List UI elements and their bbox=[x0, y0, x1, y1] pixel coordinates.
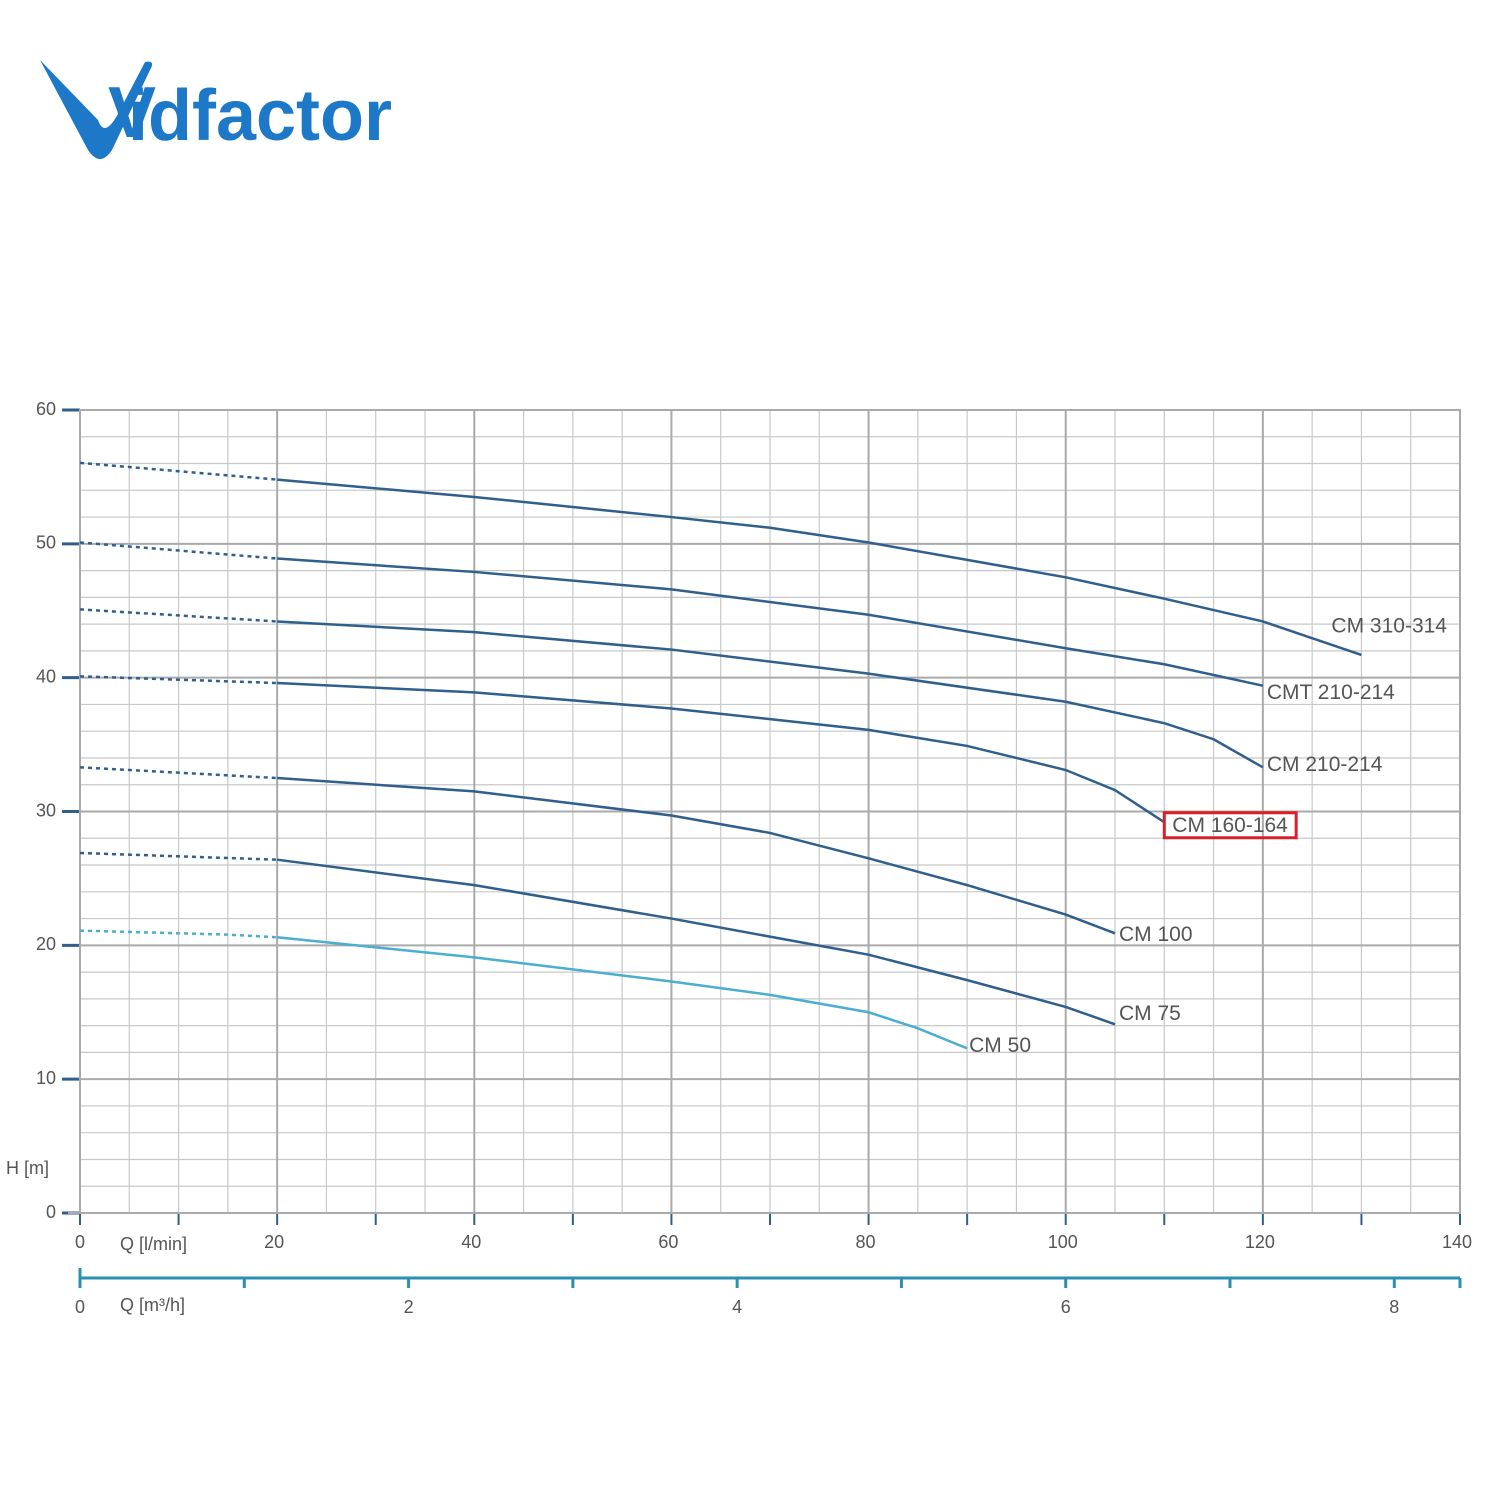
series-label: CM 50 bbox=[969, 1034, 1031, 1057]
curve bbox=[277, 478, 1362, 657]
curve bbox=[277, 620, 1264, 769]
curve bbox=[277, 776, 1116, 935]
series-label: CM 75 bbox=[1119, 1002, 1181, 1025]
series-label: CM 310-314 bbox=[1331, 614, 1447, 637]
x2-axis-label: Q [m³/h] bbox=[120, 1295, 185, 1315]
x2-tick-label: 8 bbox=[1389, 1297, 1399, 1317]
curve-extrapolated bbox=[79, 608, 278, 623]
x-tick-label: 100 bbox=[1048, 1232, 1078, 1252]
x-tick-label: 140 bbox=[1442, 1232, 1472, 1252]
highlight-box bbox=[1162, 811, 1298, 840]
y-tick-label: 30 bbox=[36, 800, 56, 820]
x-tick-label: 20 bbox=[264, 1232, 284, 1252]
y-axis-label: H [m] bbox=[6, 1158, 49, 1178]
x-tick-label: 0 bbox=[75, 1232, 85, 1252]
series-label: CM 210-214 bbox=[1267, 753, 1383, 776]
logo-mark: V bbox=[108, 73, 156, 153]
logo: V idfactor bbox=[40, 60, 392, 159]
curve-extrapolated bbox=[79, 675, 278, 685]
logo-bird bbox=[40, 60, 153, 159]
logo-text: idfactor bbox=[128, 76, 392, 156]
y-tick-label: 60 bbox=[36, 399, 56, 419]
series-label: CM 160-164 bbox=[1172, 814, 1288, 837]
x-tick-label: 120 bbox=[1245, 1232, 1275, 1252]
x-tick-label: 60 bbox=[658, 1232, 678, 1252]
curve-extrapolated bbox=[79, 461, 278, 481]
y-tick-label: 0 bbox=[46, 1202, 56, 1222]
x2-tick-label: 2 bbox=[404, 1297, 414, 1317]
y-tick-label: 50 bbox=[36, 533, 56, 553]
plot-frame bbox=[79, 409, 1461, 1214]
x-axis-label: Q [l/min] bbox=[120, 1234, 187, 1254]
y-tick-label: 10 bbox=[36, 1068, 56, 1088]
curve-extrapolated bbox=[79, 541, 278, 560]
series-label: CM 100 bbox=[1119, 923, 1193, 946]
x2-tick-label: 6 bbox=[1061, 1297, 1071, 1317]
curve bbox=[277, 936, 968, 1050]
x-tick-label: 80 bbox=[856, 1232, 876, 1252]
x2-tick-label: 4 bbox=[732, 1297, 742, 1317]
x2-tick-label: 0 bbox=[75, 1297, 85, 1317]
y-tick-label: 20 bbox=[36, 934, 56, 954]
curve bbox=[277, 557, 1264, 687]
curve-extrapolated bbox=[79, 851, 278, 861]
x-tick-label: 40 bbox=[461, 1232, 481, 1252]
curve bbox=[276, 858, 1116, 1026]
series-label: CMT 210-214 bbox=[1267, 681, 1395, 704]
curve bbox=[277, 681, 1165, 824]
curve-extrapolated bbox=[79, 766, 278, 780]
curve-extrapolated bbox=[79, 929, 278, 939]
y-tick-label: 40 bbox=[36, 666, 56, 686]
